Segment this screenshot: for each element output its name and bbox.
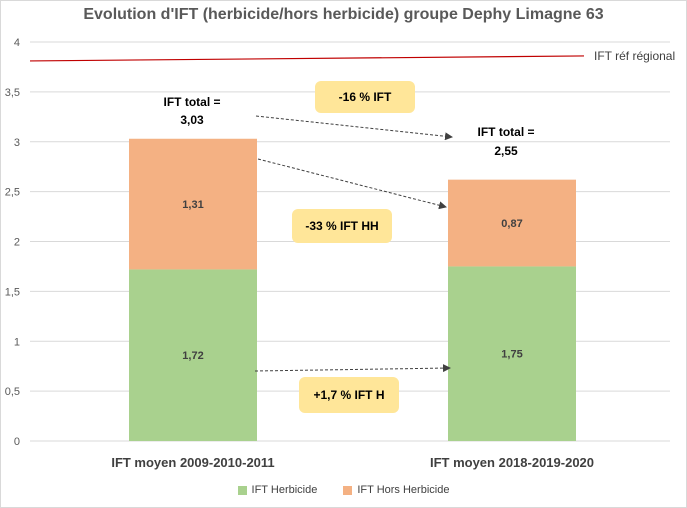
data-label: 0,87 bbox=[501, 218, 522, 230]
bar-segment-hors-herbicide bbox=[129, 138, 257, 270]
y-tick-label: 1 bbox=[14, 336, 20, 348]
legend-item-hors-herbicide: IFT Hors Herbicide bbox=[343, 484, 449, 496]
data-label: 1,75 bbox=[501, 349, 522, 361]
arrow bbox=[255, 115, 453, 141]
legend: IFT Herbicide IFT Hors Herbicide bbox=[0, 484, 687, 496]
arrows bbox=[254, 115, 453, 373]
category-label: IFT moyen 2009-2010-2011 bbox=[111, 455, 274, 470]
y-tick-label: 2 bbox=[14, 237, 20, 249]
legend-label-hors-herbicide: IFT Hors Herbicide bbox=[357, 484, 450, 496]
arrow bbox=[257, 158, 447, 210]
y-tick-label: 0,5 bbox=[5, 386, 20, 398]
y-tick-label: 0 bbox=[14, 436, 20, 448]
bar-segment-herbicide bbox=[129, 269, 257, 441]
data-label: 1,31 bbox=[182, 199, 203, 211]
total-label: IFT total = bbox=[164, 95, 221, 109]
total-value: 3,03 bbox=[180, 113, 204, 127]
arrow bbox=[254, 364, 451, 373]
callout-ift: -16 % IFT bbox=[315, 81, 415, 113]
y-tick-label: 3 bbox=[14, 137, 20, 149]
y-tick-label: 1,5 bbox=[5, 286, 20, 298]
legend-label-herbicide: IFT Herbicide bbox=[251, 484, 318, 496]
category-label: IFT moyen 2018-2019-2020 bbox=[430, 455, 594, 470]
bar-segment-herbicide bbox=[448, 266, 576, 441]
total-label: IFT total = bbox=[478, 125, 535, 139]
chart-text: 1,72 1,31 IFT moyen 2009-2010-2011 1,75 0,87… bbox=[111, 95, 594, 470]
legend-item-herbicide: IFT Herbicide bbox=[237, 484, 318, 496]
callout-ift-hh: -33 % IFT HH bbox=[292, 209, 392, 243]
chart-title: Evolution d'IFT (herbicide/hors herbicid… bbox=[83, 6, 604, 23]
y-tick-label: 4 bbox=[14, 37, 20, 49]
y-tick-label: 2,5 bbox=[5, 187, 20, 199]
total-value: 2,55 bbox=[494, 144, 518, 158]
legend-swatch-herbicide bbox=[237, 485, 247, 495]
reference-line-label: IFT réf régional bbox=[594, 49, 675, 63]
y-tick-label: 3,5 bbox=[5, 87, 20, 99]
data-label: 1,72 bbox=[182, 350, 203, 362]
bars bbox=[129, 138, 576, 441]
reference-line-group: IFT réf régional bbox=[29, 49, 675, 63]
callout-ift-h: +1,7 % IFT H bbox=[299, 377, 399, 413]
legend-swatch-hors-herbicide bbox=[343, 485, 353, 495]
y-axis: 0 0,5 1 1,5 2 2,5 3 3,5 4 bbox=[5, 37, 20, 448]
bar-segment-hors-herbicide bbox=[448, 179, 576, 267]
reference-line bbox=[29, 55, 585, 62]
